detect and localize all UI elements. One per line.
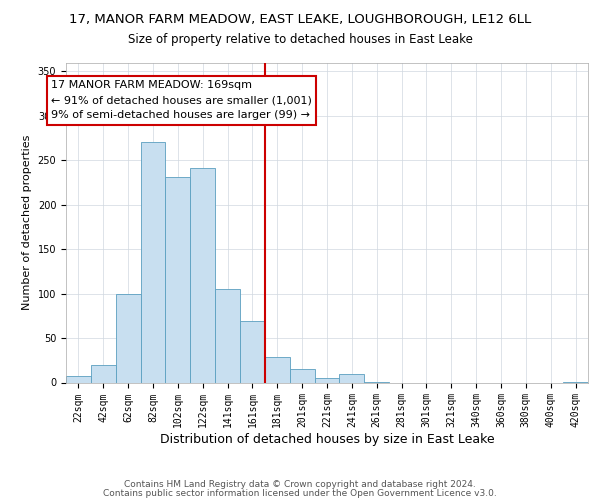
- Bar: [215, 289, 240, 382]
- Bar: [140, 142, 166, 382]
- Bar: [240, 321, 265, 382]
- Text: 17, MANOR FARM MEADOW, EAST LEAKE, LOUGHBOROUGH, LE12 6LL: 17, MANOR FARM MEADOW, EAST LEAKE, LOUGH…: [69, 12, 531, 26]
- Bar: [265, 356, 290, 382]
- Text: Size of property relative to detached houses in East Leake: Size of property relative to detached ho…: [128, 32, 472, 46]
- Y-axis label: Number of detached properties: Number of detached properties: [22, 135, 32, 310]
- Text: 17 MANOR FARM MEADOW: 169sqm
← 91% of detached houses are smaller (1,001)
9% of : 17 MANOR FARM MEADOW: 169sqm ← 91% of de…: [51, 80, 312, 120]
- Bar: [340, 374, 364, 382]
- Bar: [290, 369, 314, 382]
- Bar: [166, 177, 190, 382]
- Bar: [66, 376, 91, 382]
- Text: Contains public sector information licensed under the Open Government Licence v3: Contains public sector information licen…: [103, 488, 497, 498]
- Bar: [116, 294, 140, 382]
- X-axis label: Distribution of detached houses by size in East Leake: Distribution of detached houses by size …: [160, 433, 494, 446]
- Bar: [190, 168, 215, 382]
- Bar: [91, 364, 116, 382]
- Bar: [314, 378, 340, 382]
- Text: Contains HM Land Registry data © Crown copyright and database right 2024.: Contains HM Land Registry data © Crown c…: [124, 480, 476, 489]
